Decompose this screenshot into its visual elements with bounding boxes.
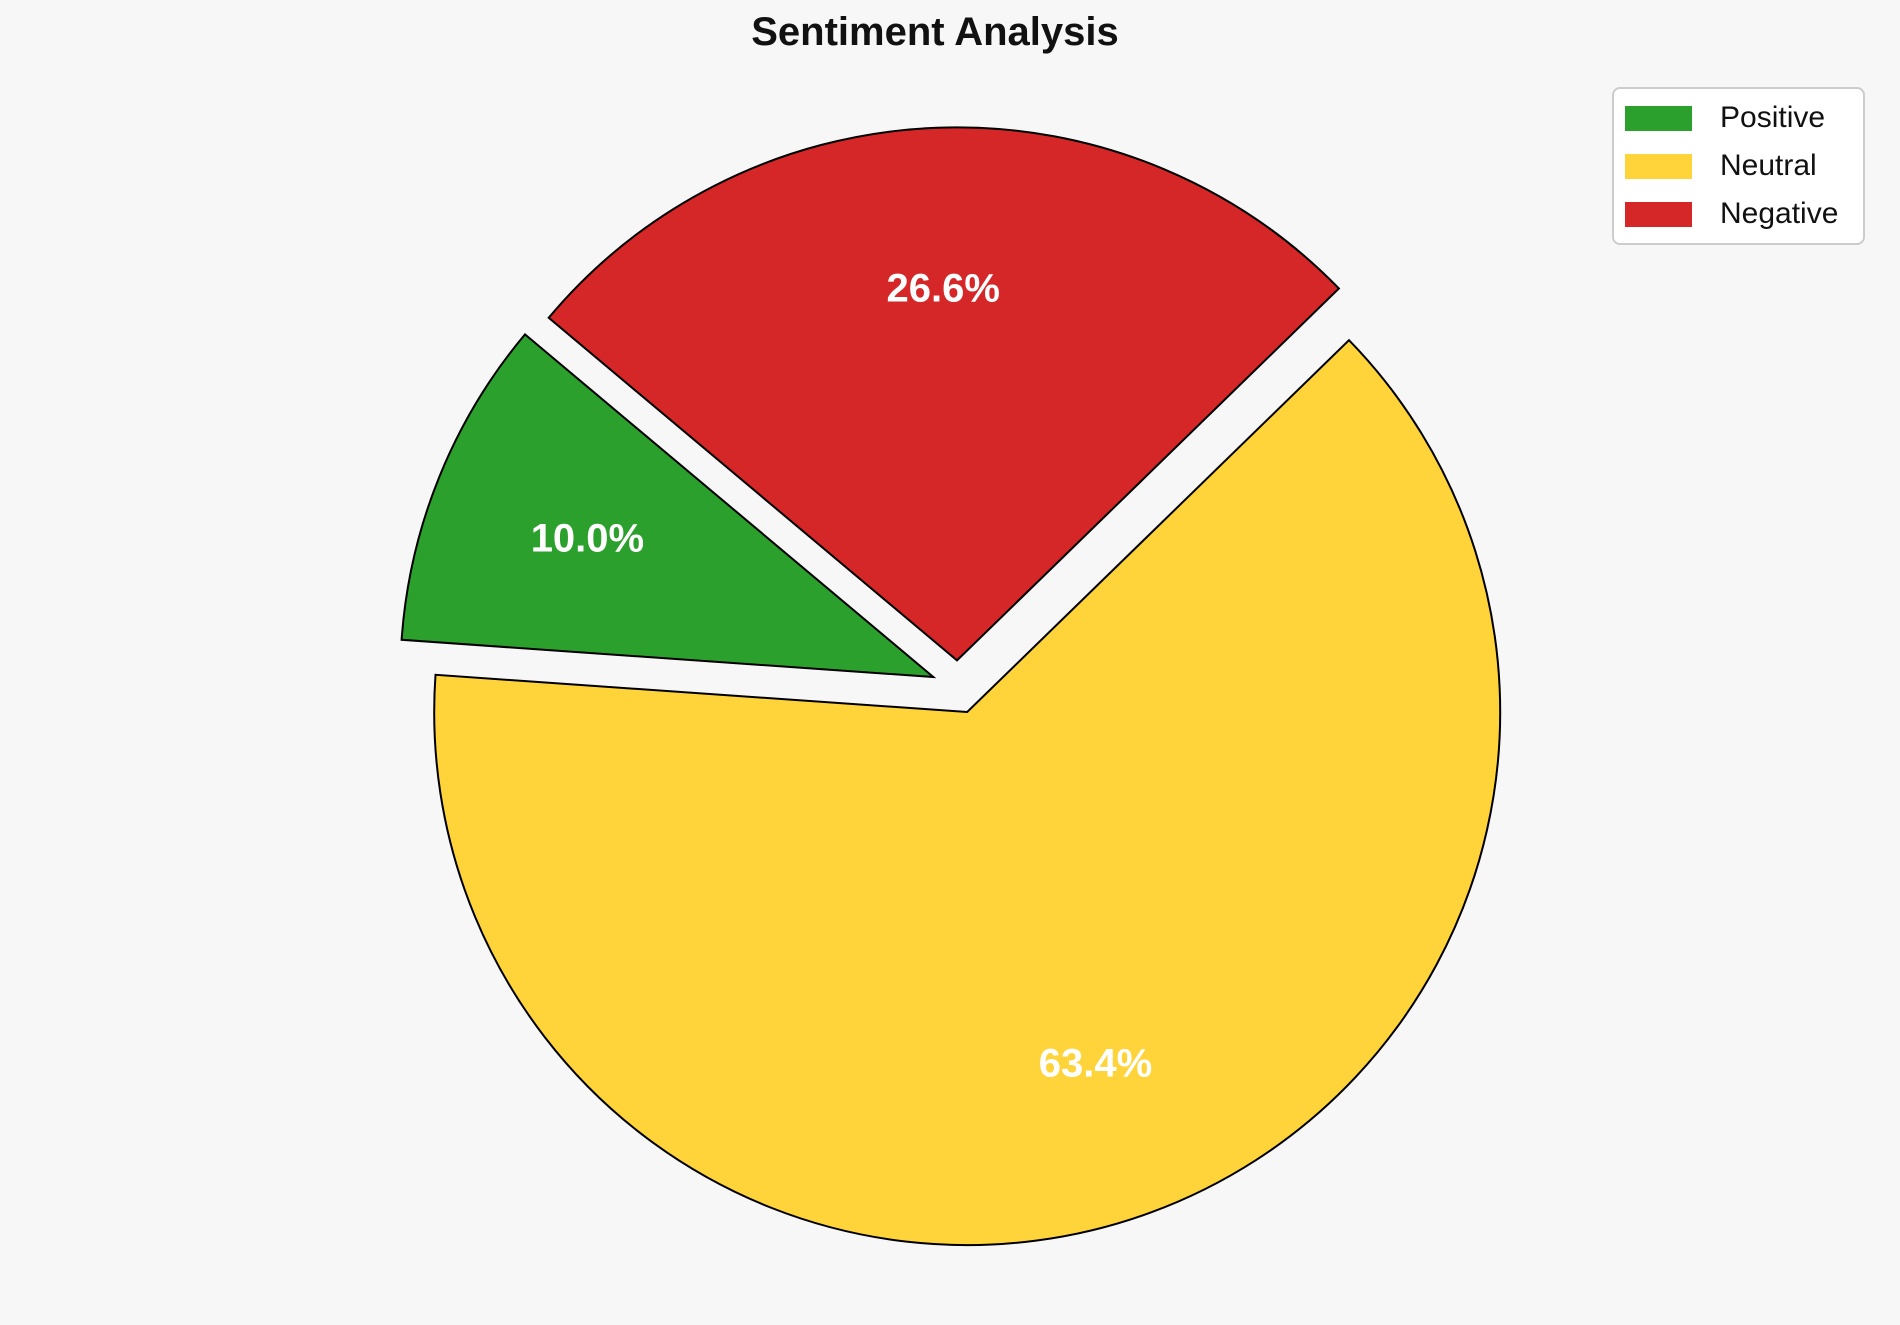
legend-label-negative: Negative [1720, 197, 1839, 230]
legend-label-positive: Positive [1720, 101, 1826, 134]
legend-label-neutral: Neutral [1720, 149, 1817, 182]
pie-slice-positive [400, 332, 937, 679]
pct-label-positive: 10.0% [531, 516, 644, 560]
pct-label-neutral: 63.4% [1039, 1041, 1152, 1085]
legend-item-neutral: Neutral [1625, 150, 1849, 182]
legend-swatch-positive [1625, 105, 1692, 131]
legend: Positive Neutral Negative [1612, 87, 1865, 245]
chart-title: Sentiment Analysis [751, 10, 1119, 54]
legend-swatch-negative [1625, 201, 1692, 227]
legend-item-negative: Negative [1625, 198, 1849, 230]
pie-slice-neutral [433, 338, 1502, 1247]
pct-label-negative: 26.6% [886, 267, 999, 311]
pie-slice-negative [547, 126, 1341, 662]
legend-item-positive: Positive [1625, 102, 1849, 134]
legend-swatch-neutral [1625, 153, 1692, 179]
